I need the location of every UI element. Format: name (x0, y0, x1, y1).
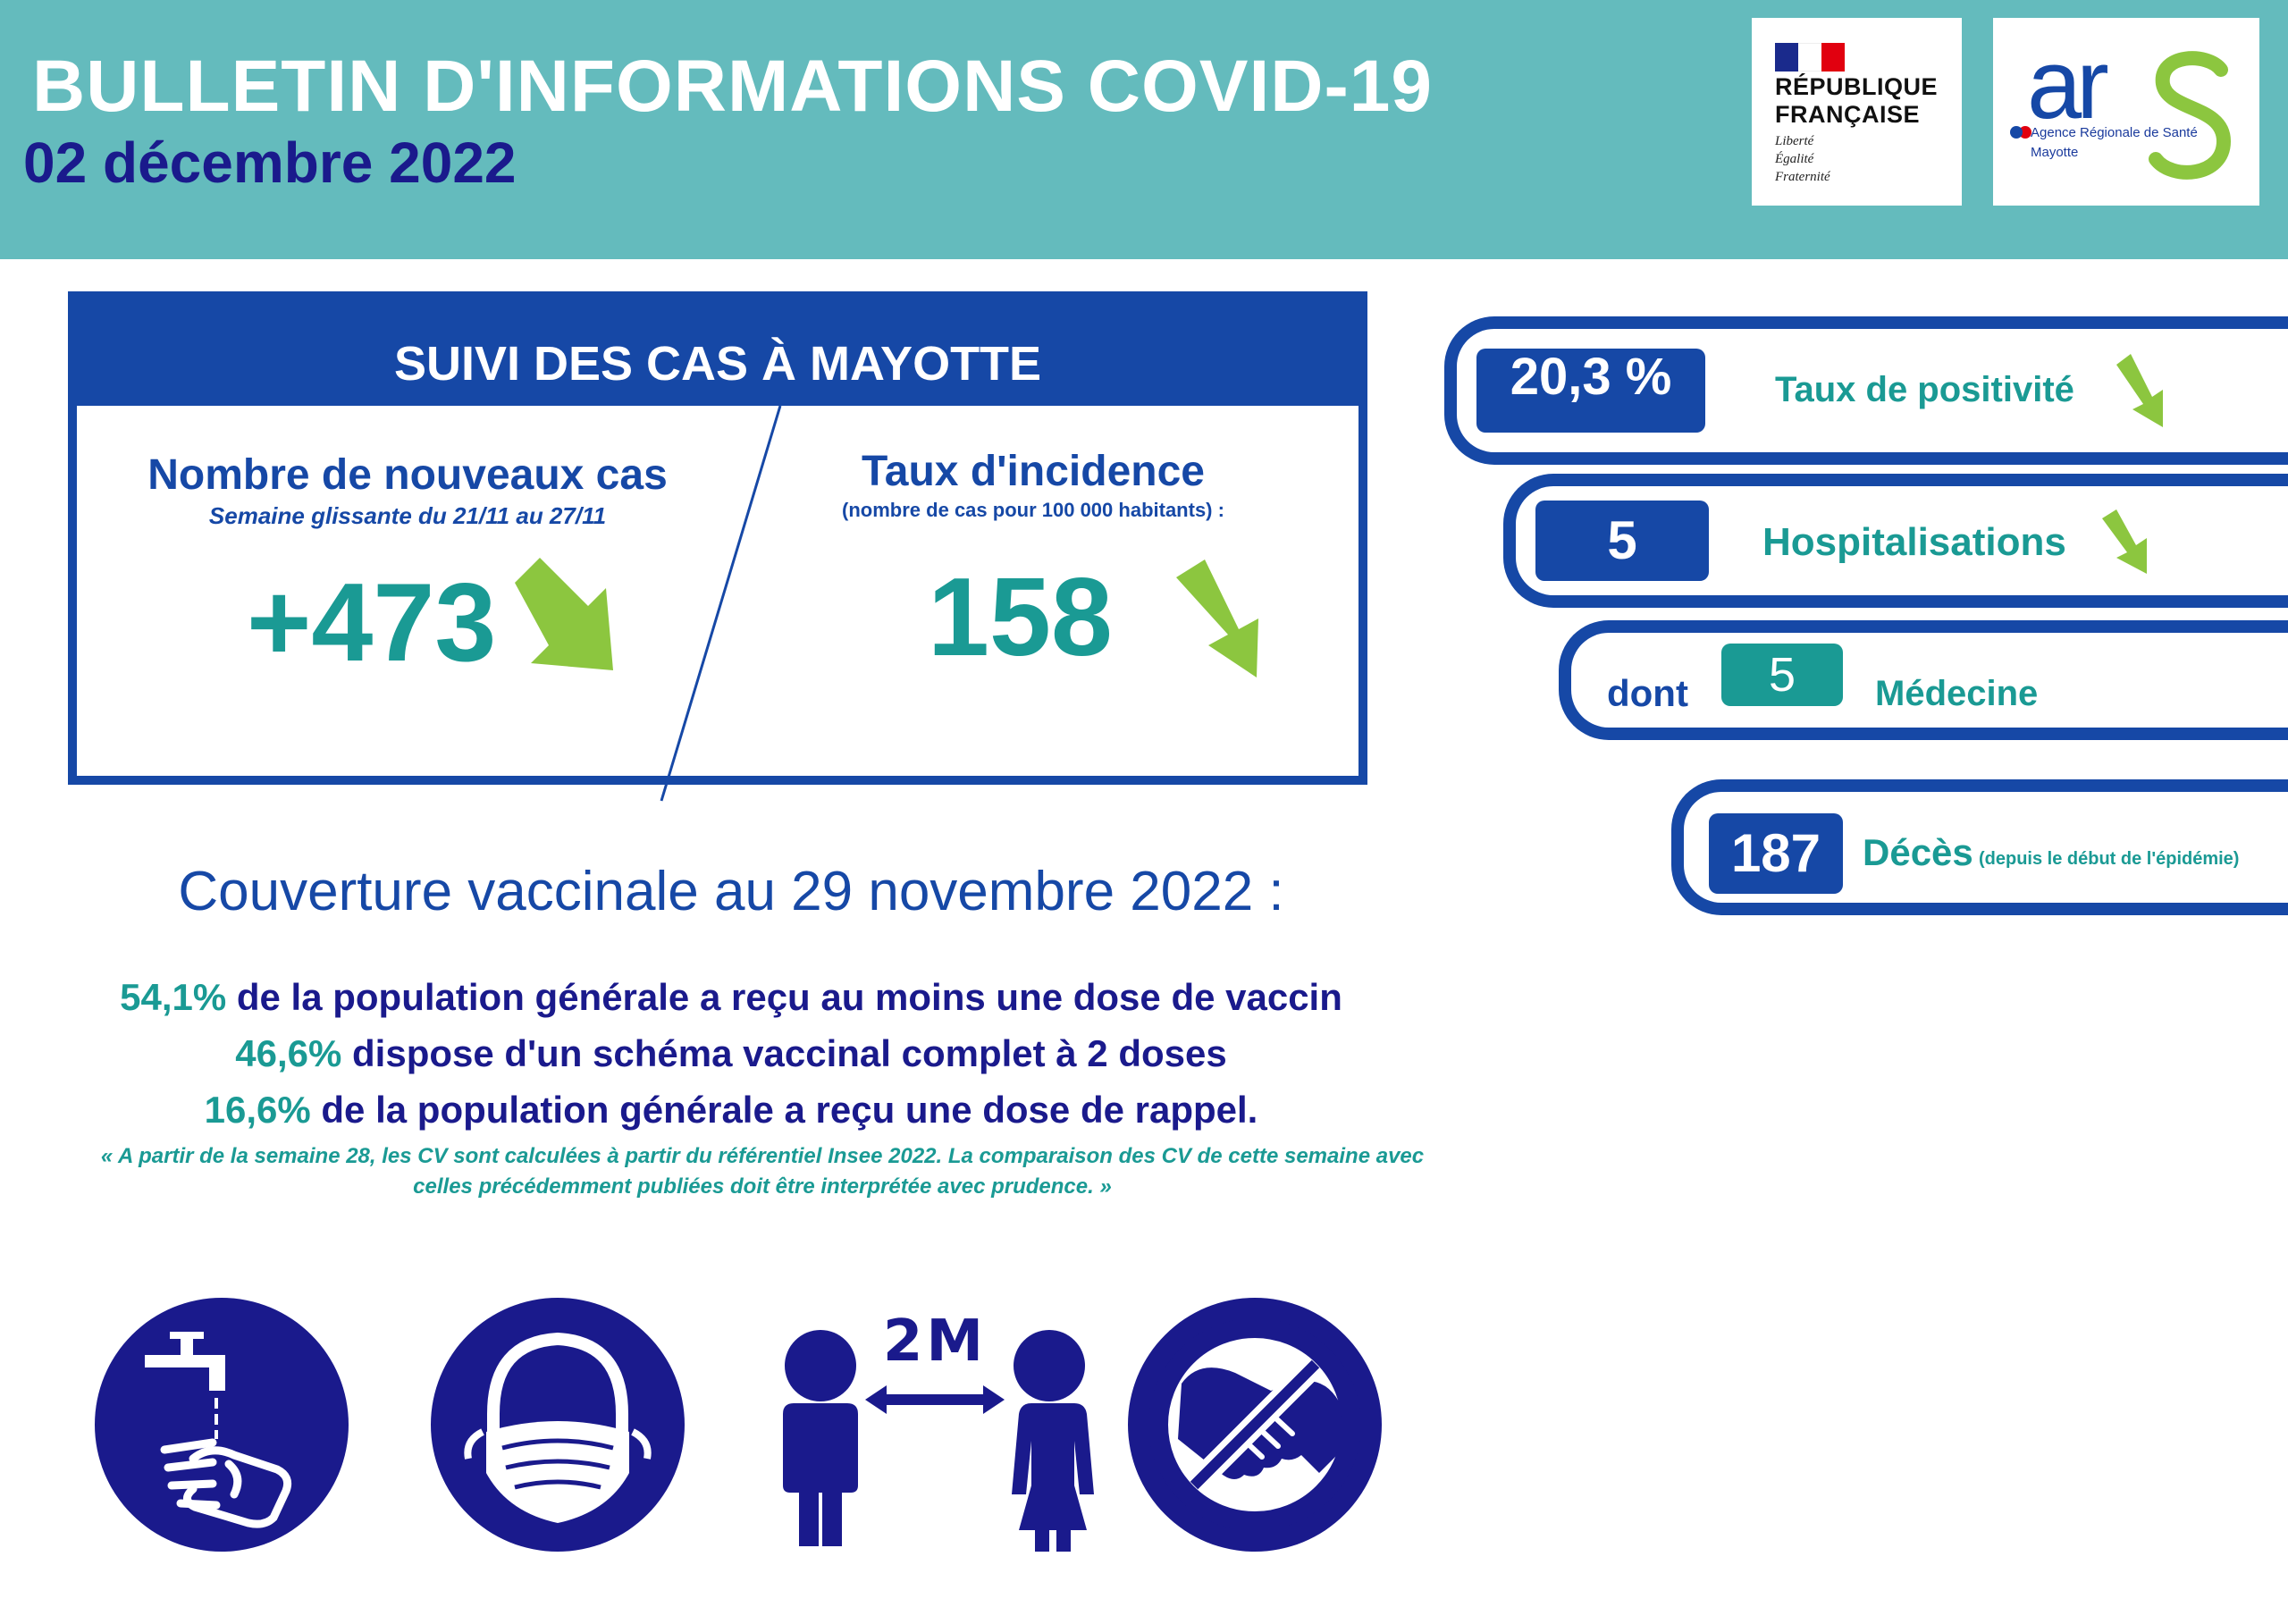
vaccination-note-1: « A partir de la semaine 28, les CV sont… (100, 1144, 1425, 1168)
no-handshake-icon (1128, 1298, 1382, 1552)
positivity-value: 20,3 % (1476, 349, 1705, 433)
vaccination-pct-1: 54,1% (120, 976, 227, 1018)
rf-motto-3: Fraternité (1775, 170, 1830, 184)
social-distance-icon: 2M (783, 1308, 1094, 1552)
suivi-header: SUIVI DES CAS À MAYOTTE (77, 300, 1358, 406)
new-cases-value: +473 (247, 561, 497, 685)
ars-wordmark-icon: ar (2010, 29, 2232, 180)
medecine-value: 5 (1721, 644, 1843, 706)
vaccination-line-1: 54,1% de la population générale a reçu a… (0, 976, 1462, 1019)
incidence-unit: (nombre de cas pour 100 000 habitants) : (842, 499, 1224, 521)
new-cases-label: Nombre de nouveaux cas (147, 451, 668, 499)
medecine-prefix: dont (1607, 672, 1688, 714)
hospital-down-arrow-icon (2102, 509, 2147, 574)
rf-motto-1: Liberté (1775, 134, 1814, 148)
distance-label: 2M (883, 1308, 987, 1375)
panel-divider (660, 405, 782, 802)
vaccination-note-2: celles précédemment publiées doit être i… (413, 1174, 1112, 1199)
face-mask-icon (431, 1298, 685, 1552)
hospital-label: Hospitalisations (1762, 520, 2066, 564)
ars-logo: ar Agence Régionale de Santé Mayotte (1993, 18, 2259, 206)
hospital-value: 5 (1535, 501, 1709, 581)
hospital-pill: 5 Hospitalisations (1503, 474, 2288, 608)
hand-washing-icon (95, 1298, 349, 1552)
rf-line1: RÉPUBLIQUE (1775, 73, 1939, 100)
republique-francaise-logo: RÉPUBLIQUE FRANÇAISE Liberté Égalité Fra… (1752, 18, 1962, 206)
incidence-label: Taux d'incidence (862, 448, 1205, 495)
bulletin-date: 02 décembre 2022 (23, 130, 517, 195)
ars-region: Mayotte (2031, 145, 2079, 160)
marianne-flag-icon (1775, 43, 1845, 72)
vaccination-text-2: dispose d'un schéma vaccinal complet à 2… (341, 1032, 1227, 1074)
vaccination-line-3: 16,6% de la population générale a reçu u… (0, 1089, 1462, 1132)
rf-motto-2: Égalité (1775, 152, 1814, 166)
suivi-cas-panel: SUIVI DES CAS À MAYOTTE Nombre de nouvea… (68, 291, 1367, 802)
incidence-value: 158 (928, 556, 1113, 679)
vaccination-pct-3: 16,6% (204, 1089, 311, 1131)
medecine-pill: dont 5 Médecine (1559, 620, 2288, 740)
deaths-note: (depuis le début de l'épidémie) (1979, 849, 2240, 869)
deaths-pill: 187 Décès (depuis le début de l'épidémie… (1671, 779, 2288, 915)
new-cases-period: Semaine glissante du 21/11 au 27/11 (208, 502, 607, 529)
vaccination-pct-2: 46,6% (235, 1032, 342, 1074)
rf-line2: FRANÇAISE (1775, 101, 1921, 128)
positivity-label: Taux de positivité (1775, 370, 2074, 409)
medecine-label: Médecine (1875, 674, 2039, 713)
deaths-label: Décès (1863, 831, 1973, 873)
vaccination-line-2: 46,6% dispose d'un schéma vaccinal compl… (0, 1032, 1462, 1075)
vaccination-title: Couverture vaccinale au 29 novembre 2022… (178, 861, 1284, 922)
vaccination-text-1: de la population générale a reçu au moin… (226, 976, 1342, 1018)
ars-subtitle: Agence Régionale de Santé (2031, 125, 2198, 140)
new-cases-down-arrow-icon (515, 558, 613, 670)
positivity-down-arrow-icon (2116, 354, 2163, 427)
suivi-title: SUIVI DES CAS À MAYOTTE (393, 337, 1042, 391)
bulletin-title: BULLETIN D'INFORMATIONS COVID-19 (32, 46, 1433, 127)
deaths-value: 187 (1709, 813, 1843, 894)
incidence-down-arrow-icon (1176, 560, 1258, 677)
svg-text:ar: ar (2027, 29, 2107, 139)
vaccination-text-3: de la population générale a reçu une dos… (310, 1089, 1258, 1131)
positivity-pill: 20,3 % Taux de positivité (1444, 316, 2288, 465)
header-banner: BULLETIN D'INFORMATIONS COVID-19 02 déce… (0, 0, 2288, 259)
